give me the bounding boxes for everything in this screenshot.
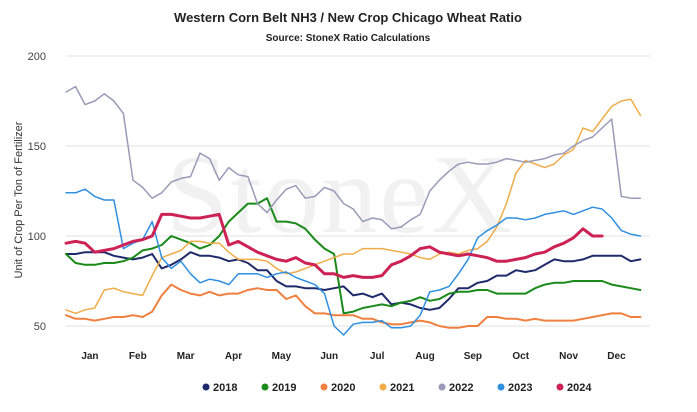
series [64, 85, 642, 336]
chart-subtitle: Source: StoneX Ratio Calculations [266, 33, 431, 44]
x-tick-label: May [272, 351, 292, 362]
legend-label: 2021 [390, 382, 414, 394]
legend-marker [438, 383, 446, 391]
legend-label: 2022 [449, 382, 473, 394]
series-line-2024 [64, 212, 604, 279]
x-tick-label: Jan [81, 351, 98, 362]
legend-label: 2018 [213, 382, 237, 394]
x-tick-label: Oct [512, 351, 529, 362]
y-tick-label: 50 [34, 321, 46, 333]
legend: 2018 2019 2020 2021 2022 2023 2024 [202, 382, 592, 394]
x-tick-label: Sep [464, 351, 482, 362]
grid [66, 55, 650, 327]
chart-title: Western Corn Belt NH3 / New Crop Chicago… [174, 10, 522, 25]
x-ticks: Jan Feb Mar Apr May Jun Jul Aug Sep Oct Nov Dec [81, 351, 626, 362]
y-tick-label: 150 [28, 141, 46, 153]
x-tick-label: Mar [177, 351, 195, 362]
series-line-2019 [65, 197, 642, 315]
series-line-2022 [65, 85, 642, 230]
x-tick-label: Jul [370, 351, 385, 362]
series-line-2018 [65, 251, 642, 311]
legend-marker [556, 383, 564, 391]
legend-marker [202, 383, 210, 391]
x-tick-label: Dec [607, 351, 626, 362]
x-tick-label: Nov [559, 351, 578, 362]
y-axis-label: Unit of Crop Per Ton of Fertilizer [13, 121, 25, 278]
legend-label: 2020 [331, 382, 355, 394]
legend-label: 2019 [272, 382, 296, 394]
x-tick-label: Aug [415, 351, 434, 362]
legend-marker [379, 383, 387, 391]
x-tick-label: Feb [129, 351, 147, 362]
x-tick-label: Jun [320, 351, 338, 362]
series-line-2020 [65, 283, 642, 329]
watermark: StoneX [166, 133, 514, 257]
legend-marker [261, 383, 269, 391]
legend-label: 2024 [567, 382, 592, 394]
legend-marker [320, 383, 328, 391]
y-tick-label: 200 [28, 51, 46, 63]
y-tick-label: 100 [28, 231, 46, 243]
series-line-2023 [65, 188, 642, 336]
legend-label: 2023 [508, 382, 532, 394]
x-tick-label: Apr [225, 351, 242, 362]
y-ticks: 50 100 150 200 [28, 51, 46, 333]
legend-marker [497, 383, 505, 391]
